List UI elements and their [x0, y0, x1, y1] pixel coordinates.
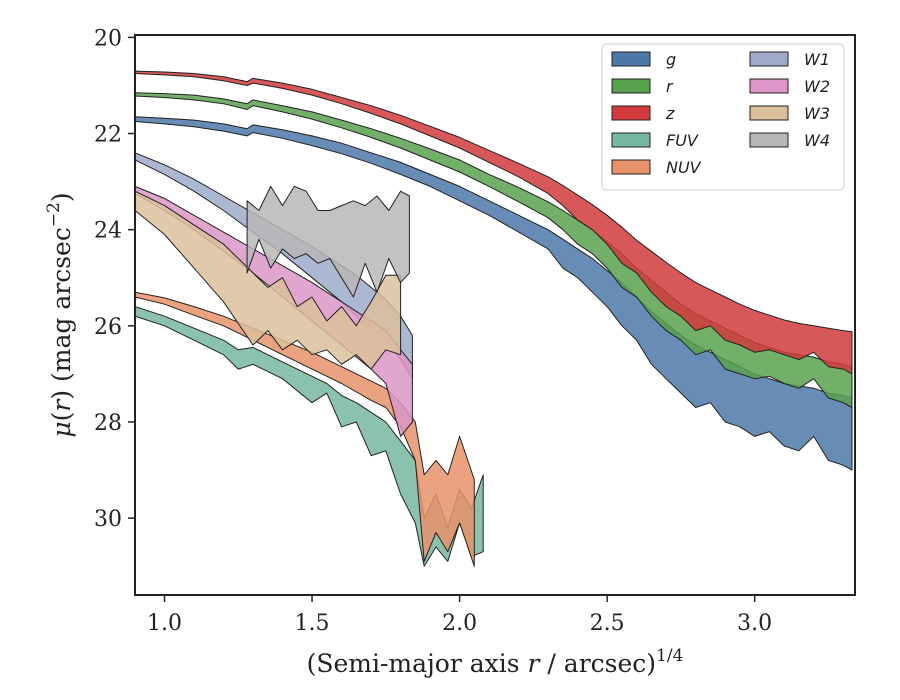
x-axis-title: (Semi-major axis r / arcsec)1/4 [307, 646, 684, 678]
legend-swatch-fuv [611, 132, 651, 148]
band-r [135, 92, 853, 408]
x-tick-label: 2.0 [442, 611, 477, 636]
legend-swatch-z [611, 105, 651, 121]
band-w4 [246, 185, 410, 298]
legend-swatch-w2 [749, 78, 789, 94]
y-axis: 20 22 24 26 28 30 [94, 26, 135, 532]
legend-label-g: g [666, 50, 676, 69]
legend-label-nuv: NUV [666, 158, 702, 177]
y-tick-label: 30 [94, 507, 122, 532]
legend-label-fuv: FUV [666, 131, 699, 150]
x-tick-label: 1.5 [295, 611, 330, 636]
legend-label-r: r [666, 77, 674, 96]
legend-swatch-w1 [749, 51, 789, 67]
legend-label-w2: W2 [804, 77, 830, 96]
x-tick-label: 3.0 [737, 611, 772, 636]
y-tick-label: 20 [94, 26, 122, 51]
y-tick-label: 26 [94, 315, 122, 340]
y-tick-label: 28 [94, 411, 122, 436]
legend-label-w3: W3 [804, 104, 830, 123]
plot-frame [134, 34, 856, 596]
legend: grz FUV NUV W1 W2 W3 W4 [601, 43, 845, 191]
x-tick-label: 1.0 [147, 611, 182, 636]
y-tick-label: 22 [94, 123, 122, 148]
legend-label-z: z [665, 104, 675, 123]
y-tick-label: 24 [94, 219, 122, 244]
legend-swatch-w3 [749, 105, 789, 121]
band-z [135, 70, 853, 375]
data-bands [135, 70, 853, 567]
legend-swatch-w4 [749, 132, 789, 148]
legend-swatch-r [611, 78, 651, 94]
x-axis: 1.0 1.5 2.0 2.5 3.0 [147, 595, 772, 636]
legend-label-w4: W4 [804, 131, 830, 150]
legend-label-w1: W1 [804, 50, 830, 69]
band-w3 [135, 190, 402, 370]
legend-swatch-nuv [611, 159, 651, 175]
band-g [135, 116, 853, 471]
y-axis-title: μ(r) (mag arcsec−2) [44, 192, 76, 437]
legend-swatch-g [611, 51, 651, 67]
x-tick-label: 2.5 [590, 611, 625, 636]
